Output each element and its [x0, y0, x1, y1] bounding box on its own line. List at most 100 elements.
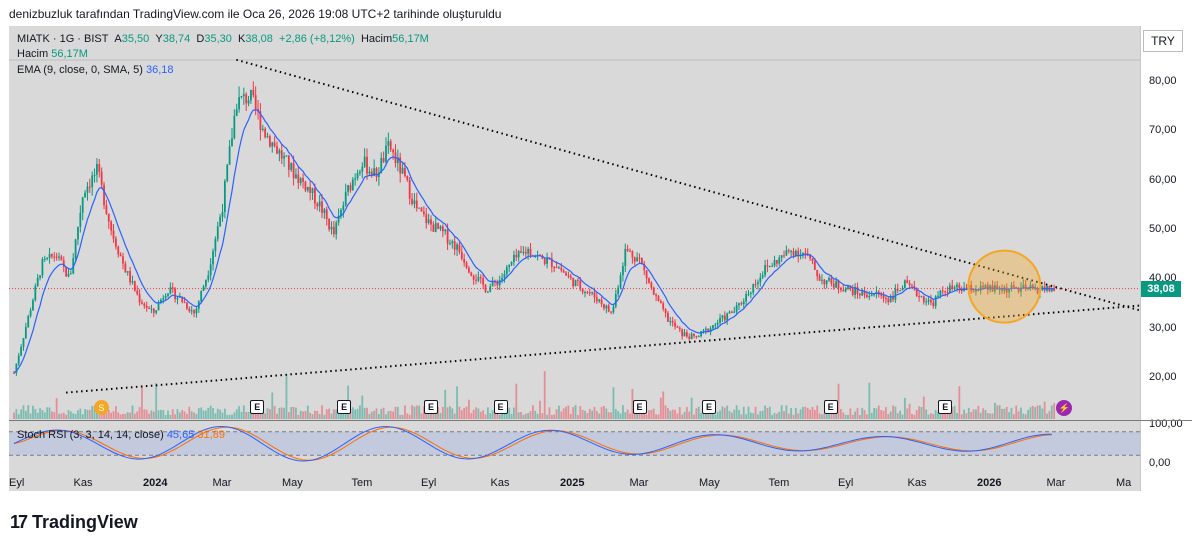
- volume-bar: [633, 409, 636, 419]
- volume-bar: [15, 409, 18, 419]
- volume-bar: [228, 414, 231, 419]
- candle-body: [600, 299, 603, 305]
- candle-body: [361, 166, 364, 172]
- earnings-event-icon[interactable]: E: [823, 400, 838, 414]
- stoch-rsi-legend[interactable]: Stoch RSI (3, 3, 14, 14, close) 45,65 31…: [17, 429, 225, 441]
- earnings-event-icon[interactable]: E: [424, 400, 438, 414]
- candle-body: [188, 308, 191, 312]
- candle-body: [216, 226, 219, 240]
- volume-bar: [584, 410, 586, 419]
- volume-bar: [297, 414, 300, 419]
- volume-bar: [975, 409, 977, 419]
- dividend-event-icon[interactable]: ⚡: [1056, 400, 1073, 416]
- volume-bar: [605, 408, 608, 419]
- symbol-legend[interactable]: MIATK · 1G · BIST A35,50 Y38,74 D35,30 K…: [17, 33, 429, 45]
- symbol-name[interactable]: MIATK · 1G · BIST: [17, 33, 109, 45]
- candle-body: [325, 209, 328, 220]
- volume-bar: [508, 407, 511, 419]
- candle-body: [124, 263, 127, 273]
- candle-body: [958, 284, 961, 289]
- candle-body: [747, 293, 750, 295]
- earnings-event-icon[interactable]: E: [250, 400, 265, 414]
- volume-bar: [996, 405, 999, 419]
- candle-body: [749, 292, 752, 294]
- volume-bar: [129, 412, 131, 419]
- candle-body: [572, 277, 575, 287]
- earnings-event-icon[interactable]: E: [493, 400, 508, 414]
- candle-body: [603, 304, 605, 309]
- candle-body: [797, 250, 800, 257]
- candle-body: [662, 303, 665, 309]
- volume-bar: [759, 411, 762, 419]
- candle-body: [695, 335, 698, 337]
- volume-bar: [747, 406, 750, 419]
- candle-body: [825, 280, 828, 285]
- volume-bar: [574, 405, 577, 419]
- candle-body: [148, 307, 150, 309]
- candle-body: [468, 267, 470, 273]
- volume-bar: [688, 411, 691, 419]
- volume-bar: [190, 411, 193, 419]
- candle-body: [669, 321, 672, 323]
- ema-legend[interactable]: EMA (9, close, 0, SMA, 5) 36,18: [17, 64, 174, 76]
- volume-bar: [548, 407, 551, 419]
- volume-bar: [721, 406, 724, 419]
- volume-bar: [32, 405, 34, 419]
- candle-body: [332, 226, 335, 235]
- candle-body: [396, 157, 399, 164]
- candle-body: [214, 239, 217, 252]
- chart-area[interactable]: [9, 26, 1140, 491]
- volume-bar: [773, 412, 776, 419]
- currency-button[interactable]: TRY: [1143, 30, 1183, 52]
- earnings-event-icon[interactable]: E: [702, 400, 716, 414]
- volume-bar: [449, 406, 451, 419]
- candle-body: [107, 213, 110, 222]
- candle-body: [858, 293, 861, 296]
- volume-bar: [880, 410, 883, 419]
- volume-bar: [13, 412, 15, 419]
- volume-bar: [757, 414, 759, 419]
- price-axis[interactable]: [1140, 26, 1192, 491]
- candle-body: [868, 295, 871, 298]
- candle-body: [254, 95, 257, 110]
- candle-body: [415, 200, 418, 209]
- split-event-icon[interactable]: S: [93, 400, 109, 415]
- volume-bar: [887, 414, 890, 419]
- candle-body: [629, 250, 631, 252]
- candle-body: [1003, 287, 1006, 292]
- earnings-event-icon[interactable]: E: [632, 400, 647, 414]
- volume-bar: [136, 411, 139, 419]
- candle-body: [1024, 284, 1027, 289]
- candle-body: [823, 279, 826, 285]
- volume-bar: [735, 405, 738, 419]
- candle-body: [527, 248, 530, 254]
- candle-body: [1036, 288, 1039, 294]
- volume-bar: [377, 414, 380, 419]
- candle-body: [252, 89, 255, 96]
- candle-body: [385, 145, 387, 163]
- volume-bar: [619, 413, 622, 419]
- volume-bar: [1046, 413, 1048, 419]
- volume-bar: [832, 411, 835, 419]
- volume-legend[interactable]: Hacim 56,17M: [17, 48, 88, 60]
- candle-body: [449, 243, 451, 245]
- volume-bar: [1003, 408, 1006, 419]
- pane-separator[interactable]: [9, 420, 1192, 421]
- candle-body: [335, 222, 338, 235]
- volume-bar: [802, 406, 804, 419]
- volume-bar: [24, 410, 27, 419]
- volume-bar: [124, 413, 127, 419]
- candle-body: [363, 156, 366, 167]
- volume-bar: [837, 383, 840, 419]
- candle-body: [470, 272, 473, 276]
- candle-body: [36, 277, 39, 287]
- candle-body: [472, 275, 475, 280]
- volume-bar: [726, 405, 729, 419]
- volume-bar: [174, 414, 177, 419]
- candle-body: [81, 197, 84, 213]
- volume-bar: [427, 413, 430, 419]
- earnings-event-icon[interactable]: E: [938, 400, 953, 414]
- earnings-event-icon[interactable]: E: [337, 400, 352, 414]
- candle-body: [377, 173, 380, 178]
